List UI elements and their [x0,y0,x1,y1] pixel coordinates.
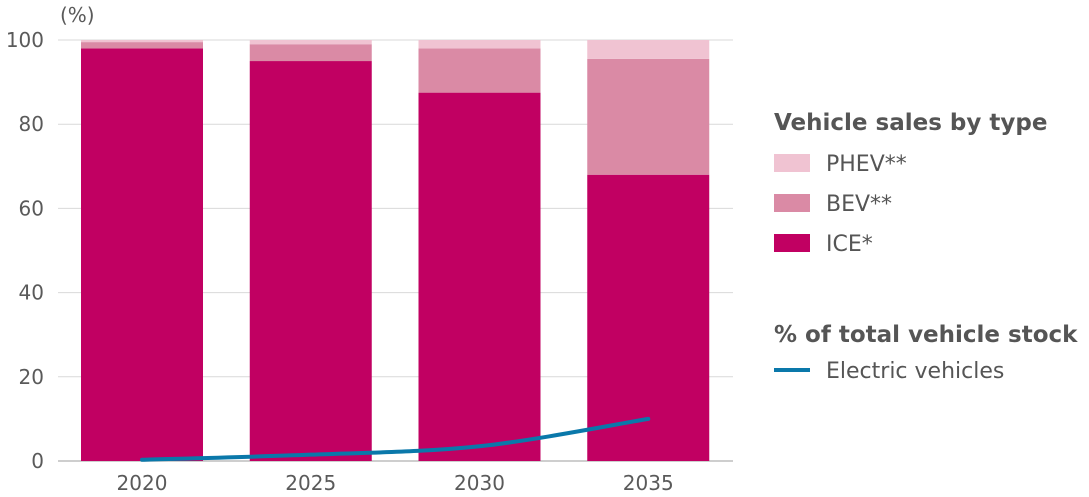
y-tick-label-60: 60 [19,196,44,220]
legend: Vehicle sales by type % of total vehicle… [774,110,1078,384]
legend-label-electric-vehicles: Electric vehicles [826,359,1004,384]
bar-phev-2035 [587,40,710,59]
y-tick-label-40: 40 [19,281,44,305]
x-axis-ticks: 2020 2025 2030 2035 [117,471,674,495]
legend-items: PHEV** BEV** ICE* Electric vehicles [774,152,1004,384]
legend-title-sales: Vehicle sales by type [774,110,1047,136]
y-tick-label-0: 0 [31,449,44,473]
x-tick-label-2035: 2035 [623,471,674,495]
y-tick-label-80: 80 [19,112,44,136]
line-electric-vehicles [140,416,651,462]
bar-ice-2020 [81,48,203,462]
bar-ice-2030 [418,92,541,461]
legend-label-bev: BEV** [826,192,892,217]
legend-title-stock: % of total vehicle stock [774,322,1078,348]
y-axis-ticks: 0 20 40 60 80 100 [6,28,44,473]
bar-stacks [81,40,710,462]
bar-ice-2035 [587,174,710,461]
legend-label-ice: ICE* [826,232,873,257]
bar-ice-2025 [249,61,372,462]
bar-bev-2030 [418,48,541,93]
bar-phev-2020 [81,40,203,43]
legend-swatch-ice [774,234,810,252]
x-tick-label-2025: 2025 [285,471,336,495]
line-series [140,416,651,462]
y-tick-label-20: 20 [19,365,44,389]
bar-bev-2025 [249,44,372,62]
y-tick-label-100: 100 [6,28,44,52]
legend-swatch-phev [774,154,810,172]
bar-phev-2030 [418,40,541,49]
x-tick-label-2030: 2030 [454,471,505,495]
legend-swatch-bev [774,194,810,212]
bar-bev-2020 [81,42,203,49]
legend-label-phev: PHEV** [826,152,907,177]
x-tick-label-2020: 2020 [117,471,168,495]
bar-phev-2025 [249,40,372,45]
y-axis-unit-label: (%) [60,3,95,27]
bar-bev-2035 [587,58,710,175]
